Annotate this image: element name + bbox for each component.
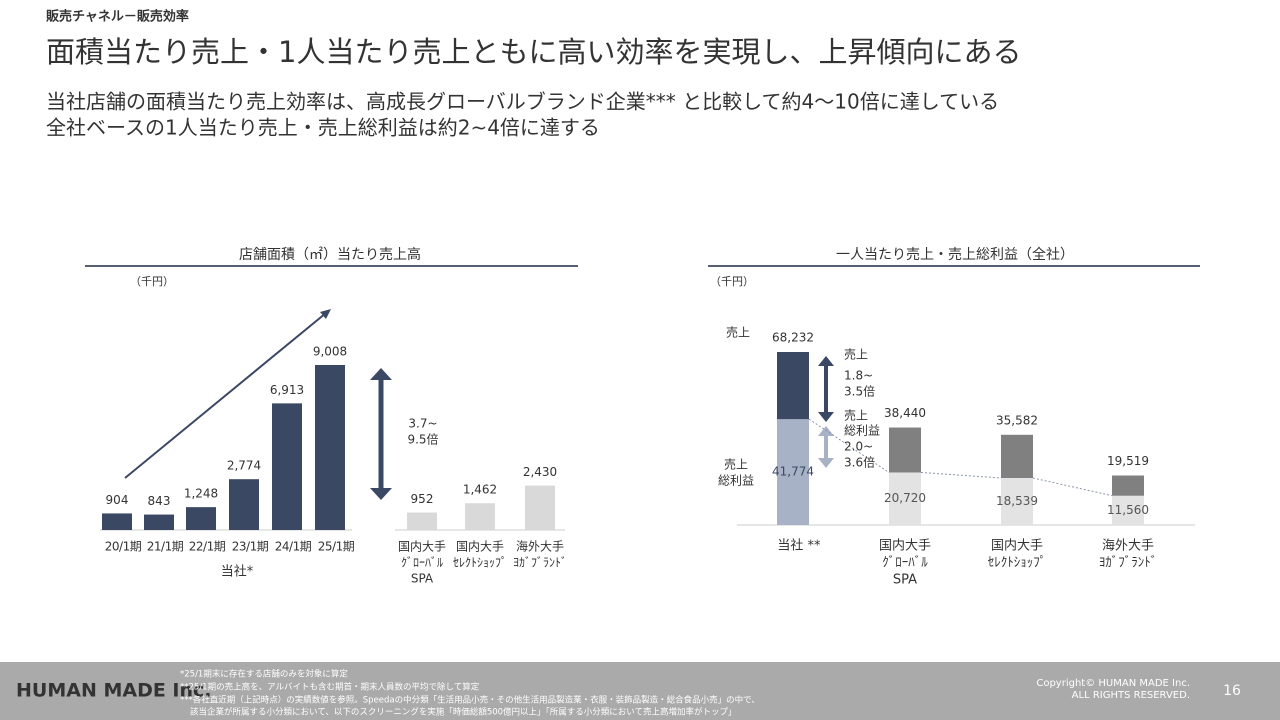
x-tick-label: 25/1期 bbox=[318, 540, 355, 554]
bar bbox=[407, 512, 437, 530]
x-tick-label: 海外大手 bbox=[516, 539, 564, 554]
bar bbox=[889, 472, 921, 525]
value-label: 9,008 bbox=[313, 345, 347, 359]
x-tick-label: 当社 ** bbox=[777, 538, 821, 554]
x-tick-label: ｾﾚｸﾄｼｮｯﾌﾟ bbox=[453, 556, 507, 570]
connector bbox=[920, 471, 1002, 479]
value-label: 6,913 bbox=[270, 383, 304, 397]
title: 面積当たり売上・1人当たり売上ともに高い効率を実現し、上昇傾向にある bbox=[46, 35, 1021, 69]
subtitle: 当社店舗の面積当たり売上効率は、高成長グローバルブランド企業*** と比較して約… bbox=[46, 90, 999, 114]
value-label: 2,430 bbox=[523, 465, 557, 479]
x-tick-label: 国内大手 bbox=[991, 538, 1043, 554]
series-label: 総利益 bbox=[718, 474, 754, 488]
logo: HUMAN MADE Inc. bbox=[16, 680, 212, 702]
page-number: 16 bbox=[1223, 683, 1241, 699]
x-tick-label: SPA bbox=[893, 573, 917, 588]
chart-title: 店舗面積（㎡）当たり売上高 bbox=[239, 246, 421, 263]
note: **25/1期の売上高を、アルバイトも含む期首・期末人員数の平均で除して算定 bbox=[180, 682, 480, 693]
note: *25/1期末に存在する店舗のみを対象に算定 bbox=[180, 669, 348, 680]
value-label: 38,440 bbox=[884, 406, 926, 420]
arrow-head bbox=[370, 368, 392, 380]
section: 販売チャネル－販売効率 bbox=[46, 9, 189, 25]
bar bbox=[315, 365, 345, 530]
bar bbox=[525, 485, 555, 530]
annotation: 総利益 bbox=[844, 424, 880, 438]
bar bbox=[1112, 495, 1144, 525]
value-label: 1,462 bbox=[463, 483, 497, 497]
annotation: 9.5倍 bbox=[407, 432, 438, 447]
arrow-head bbox=[320, 309, 331, 319]
footer-band bbox=[0, 662, 1280, 720]
value-label: 1,248 bbox=[184, 487, 218, 501]
bar bbox=[1001, 477, 1033, 525]
x-tick-label: ｸﾞﾛｰﾊﾞﾙ bbox=[401, 556, 443, 570]
group-label: 当社* bbox=[221, 564, 254, 580]
x-tick-label: ｸﾞﾛｰﾊﾞﾙ bbox=[882, 556, 928, 571]
x-tick-label: 22/1期 bbox=[189, 540, 226, 554]
annotation: 3.7~ bbox=[408, 417, 437, 431]
copyright: Copyright© HUMAN MADE Inc. bbox=[1036, 678, 1190, 689]
value-label: 904 bbox=[106, 493, 129, 507]
x-tick-label: 国内大手 bbox=[879, 538, 931, 554]
x-tick-label: 20/1期 bbox=[105, 540, 142, 554]
trend-arrow bbox=[124, 312, 327, 479]
x-tick-label: 23/1期 bbox=[232, 540, 269, 554]
bar bbox=[186, 507, 216, 530]
value-label: 952 bbox=[411, 492, 434, 506]
x-tick-label: 海外大手 bbox=[1102, 539, 1154, 554]
x-tick-label: ﾖｶﾞﾌﾞﾗﾝﾄﾞ bbox=[1099, 556, 1158, 571]
note: 該当企業が所属する小分類において、以下のスクリーニングを実施「時価総額500億円… bbox=[190, 707, 737, 718]
value-label: 19,519 bbox=[1107, 454, 1149, 468]
value-label: 11,560 bbox=[1107, 503, 1149, 517]
bar bbox=[777, 419, 809, 525]
annotation: 売上 bbox=[844, 408, 868, 423]
arrow-head bbox=[818, 356, 834, 366]
x-tick-label: ｾﾚｸﾄｼｮｯﾌﾟ bbox=[988, 556, 1047, 571]
series-label: 売上 bbox=[724, 457, 748, 472]
x-tick-label: 24/1期 bbox=[275, 540, 312, 554]
arrow-head bbox=[818, 412, 834, 422]
series-label: 売上 bbox=[726, 325, 750, 340]
unit: （千円） bbox=[130, 275, 174, 288]
annotation: 3.6倍 bbox=[844, 455, 875, 470]
note: ***各社直近期（上記時点）の実績数値を参照。Speedaの中分類「生活用品小売… bbox=[180, 695, 760, 706]
x-tick-label: ﾖｶﾞﾌﾞﾗﾝﾄﾞ bbox=[513, 556, 567, 570]
connector bbox=[1032, 477, 1113, 497]
unit: （千円） bbox=[710, 275, 754, 288]
chart-title: 一人当たり売上・売上総利益（全社） bbox=[836, 246, 1074, 263]
value-label: 35,582 bbox=[996, 413, 1038, 427]
annotation: 1.8~ bbox=[844, 369, 873, 383]
value-label: 41,774 bbox=[772, 465, 814, 479]
annotation: 売上 bbox=[844, 347, 868, 362]
subtitle: 全社ベースの1人当たり売上・売上総利益は約2~4倍に達する bbox=[46, 116, 600, 140]
value-label: 2,774 bbox=[227, 459, 261, 473]
x-tick-label: 21/1期 bbox=[147, 540, 184, 554]
value-label: 843 bbox=[148, 494, 171, 508]
value-label: 68,232 bbox=[772, 331, 814, 345]
value-label: 18,539 bbox=[996, 494, 1038, 508]
x-tick-label: 国内大手 bbox=[456, 540, 504, 554]
copyright: ALL RIGHTS RESERVED. bbox=[1072, 690, 1190, 701]
annotation: 3.5倍 bbox=[844, 384, 875, 399]
annotation: 2.0~ bbox=[844, 440, 873, 454]
bar bbox=[465, 503, 495, 530]
bar bbox=[144, 514, 174, 530]
x-tick-label: 国内大手 bbox=[398, 540, 446, 554]
bar bbox=[272, 403, 302, 530]
bar bbox=[102, 513, 132, 530]
arrow-head bbox=[370, 488, 392, 500]
bar bbox=[229, 479, 259, 530]
arrow-head bbox=[818, 458, 834, 468]
value-label: 20,720 bbox=[884, 491, 926, 505]
x-tick-label: SPA bbox=[411, 572, 434, 586]
connector bbox=[808, 418, 890, 473]
